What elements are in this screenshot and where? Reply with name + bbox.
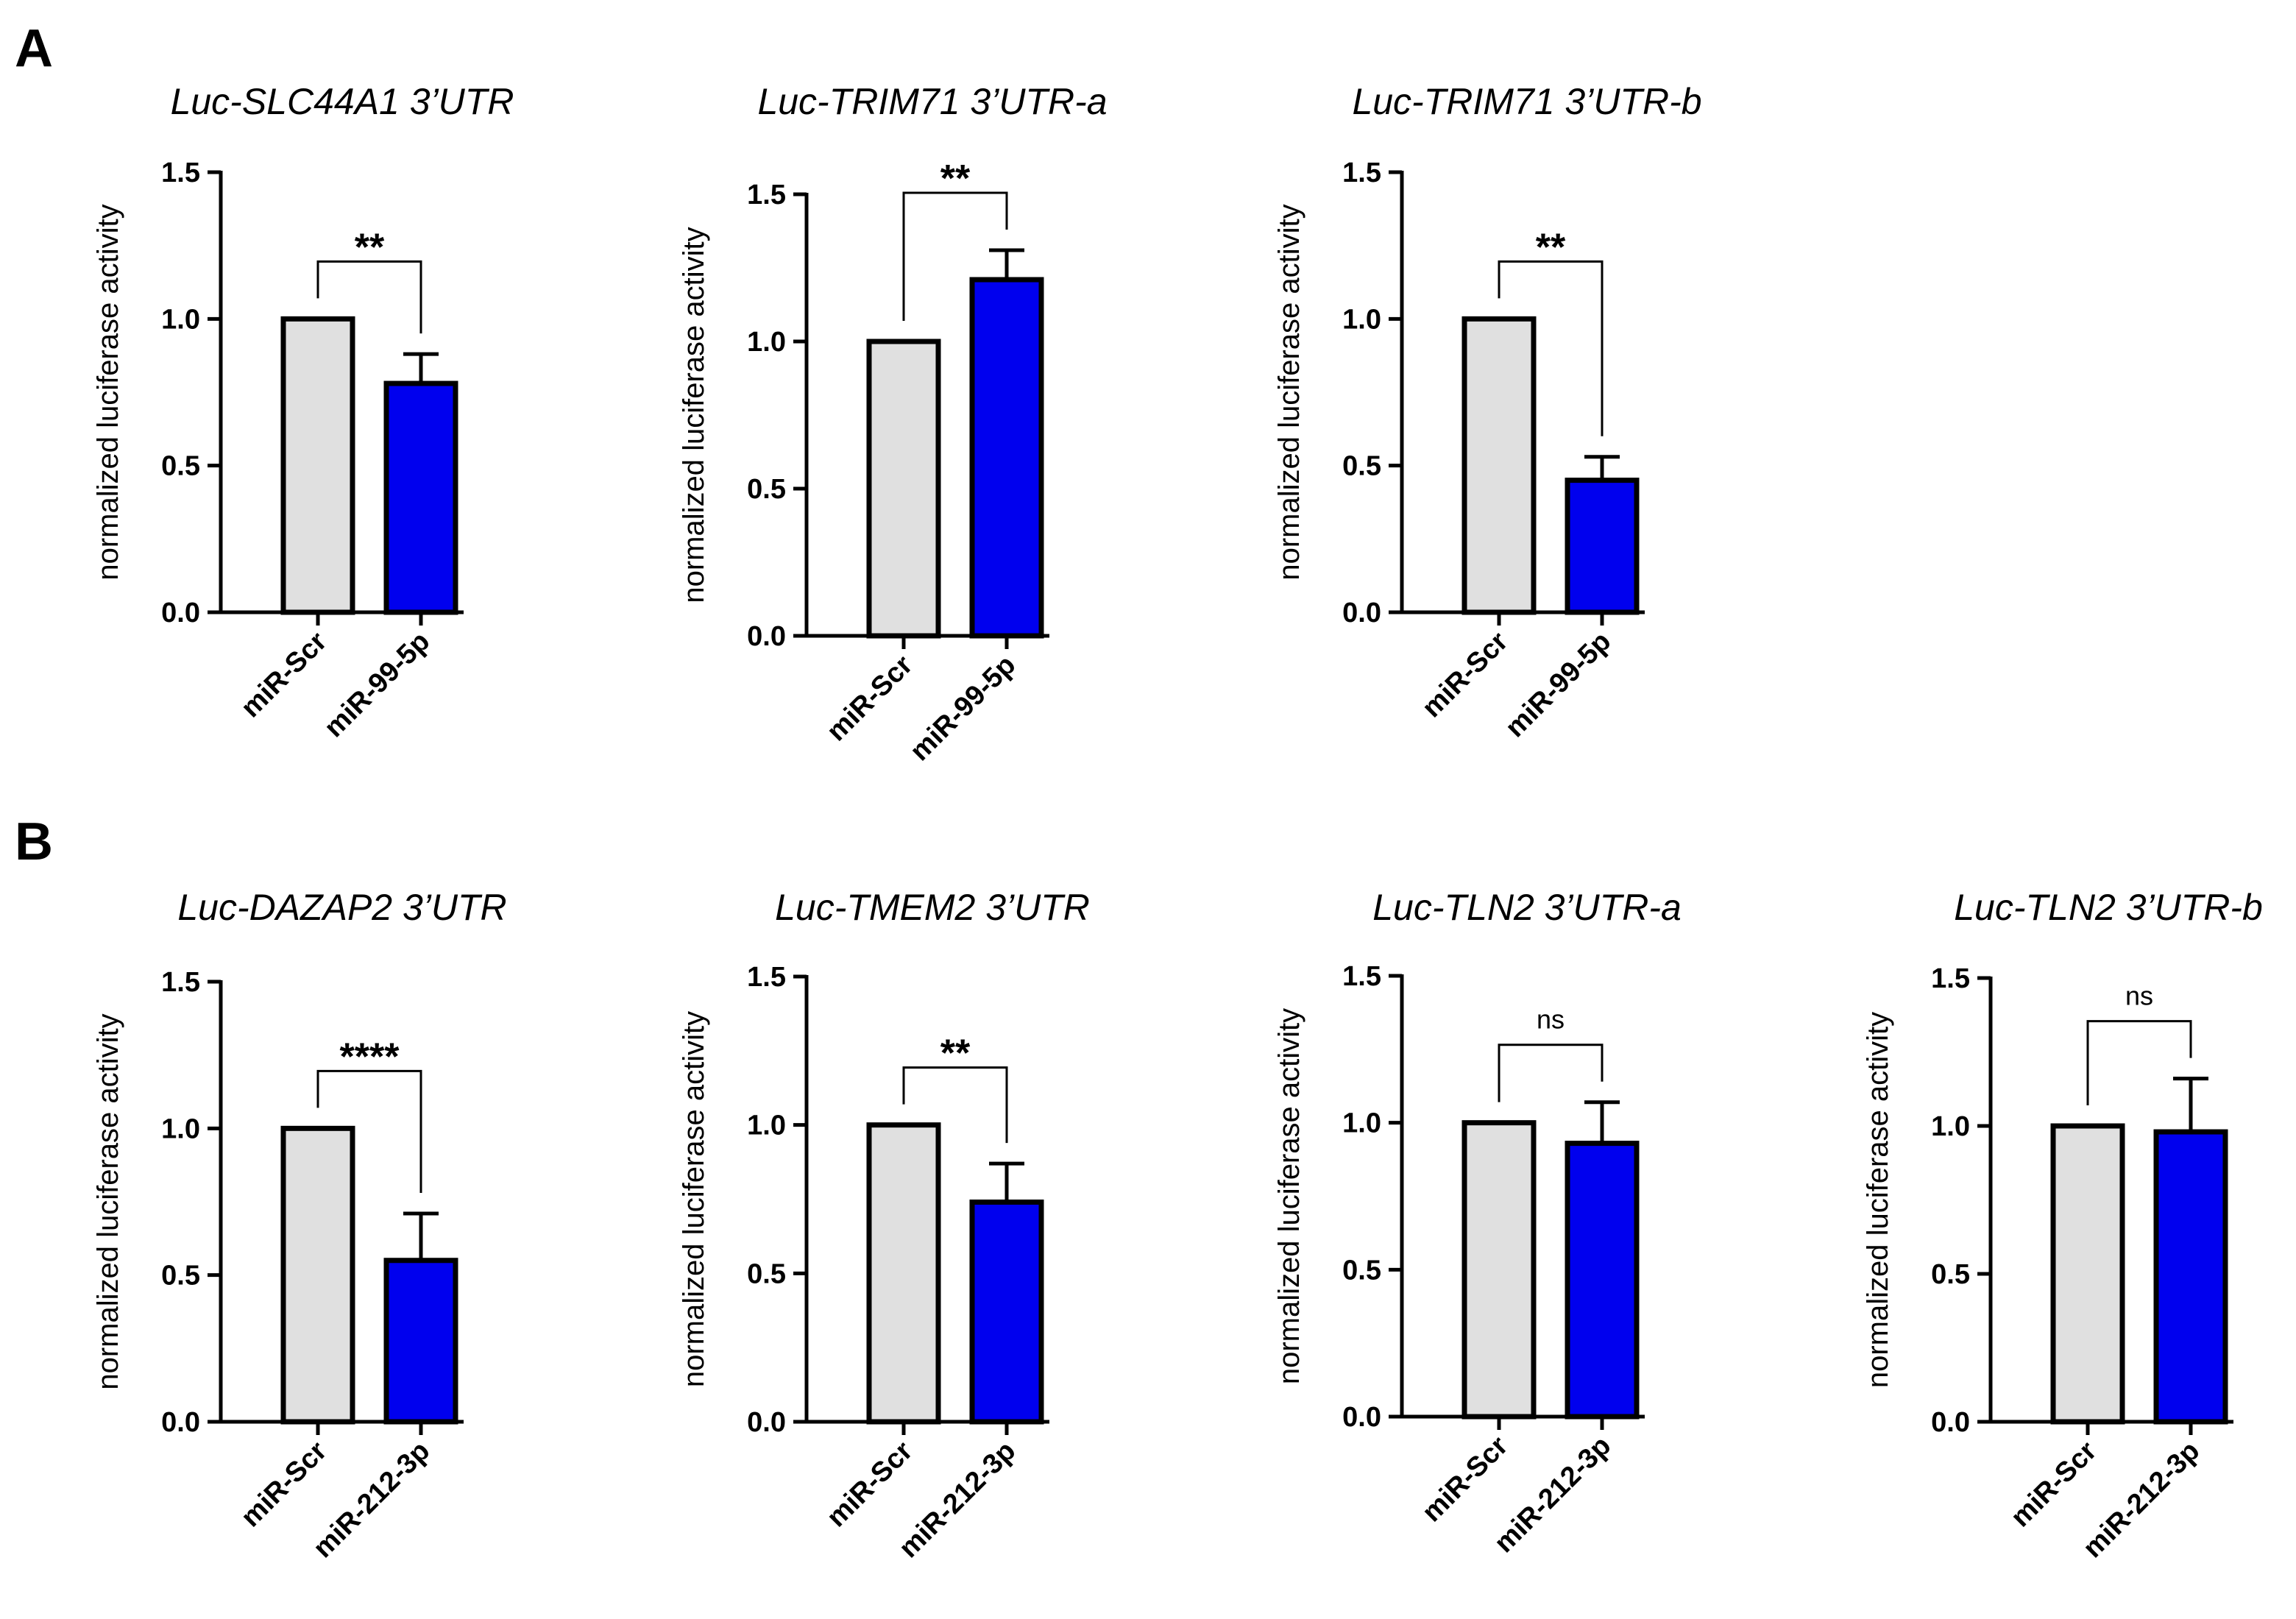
x-tick-label: miR-Scr <box>821 650 919 748</box>
significance-bracket <box>1498 260 1604 436</box>
chart-4: Luc-DAZAP2 3’UTR normalized luciferase ac… <box>92 887 507 1564</box>
chart-title: Luc-TMEM2 3’UTR <box>775 887 1090 928</box>
significance-bracket <box>1498 1044 1604 1102</box>
x-tick-label: miR-99-5p <box>1500 626 1618 744</box>
y-tick-label: 1.5 <box>161 967 200 998</box>
chart-5: Luc-TMEM2 3’UTR normalized luciferase act… <box>678 887 1090 1564</box>
significance-bracket <box>316 260 422 334</box>
y-tick-label: 1.0 <box>161 1113 200 1144</box>
chart-6: Luc-TLN2 3’UTR-a normalized luciferase ac… <box>1273 887 1682 1559</box>
chart-title: Luc-TLN2 3’UTR-a <box>1372 887 1682 928</box>
chart-title: Luc-TRIM71 3’UTR-b <box>1352 81 1701 122</box>
x-tick-label: miR-Scr <box>1417 626 1514 724</box>
bar-treatment <box>1565 1141 1640 1420</box>
bar-treatment <box>2153 1129 2228 1425</box>
y-axis-label: normalized luciferase activity <box>1862 1012 1894 1388</box>
panel-letter-b: B <box>15 812 53 871</box>
bar-treatment <box>383 380 458 615</box>
y-tick-label: 0.5 <box>1931 1259 1970 1290</box>
chart-7: Luc-TLN2 3’UTR-b normalized luciferase ac… <box>1862 887 2263 1564</box>
y-tick-label: 1.5 <box>747 180 786 210</box>
y-tick-label: 0.0 <box>161 1407 200 1438</box>
y-tick-label: 0.5 <box>747 474 786 505</box>
y-tick-label: 1.5 <box>747 962 786 993</box>
bar-treatment <box>969 1200 1044 1425</box>
y-tick-label: 1.5 <box>161 157 200 188</box>
significance-label: ** <box>1536 226 1566 269</box>
significance-bracket <box>902 1066 1008 1144</box>
x-tick-label: miR-Scr <box>235 1436 333 1534</box>
chart-title: Luc-TRIM71 3’UTR-a <box>757 81 1107 122</box>
significance-label: ** <box>940 1032 971 1075</box>
y-tick-label: 0.5 <box>1342 451 1381 482</box>
y-tick-label: 1.5 <box>1931 963 1970 994</box>
significance-bracket <box>2086 1020 2192 1105</box>
y-tick-label: 1.0 <box>1342 304 1381 335</box>
bar-treatment <box>1565 478 1640 615</box>
y-tick-label: 0.5 <box>1342 1255 1381 1286</box>
bar-treatment <box>969 277 1044 639</box>
bar-control <box>866 1122 941 1425</box>
chart-title: Luc-TLN2 3’UTR-b <box>1954 887 2263 928</box>
y-tick-label: 1.0 <box>1931 1111 1970 1142</box>
bar-treatment <box>383 1258 458 1425</box>
chart-2: Luc-TRIM71 3’UTR-a normalized luciferase … <box>678 81 1108 767</box>
significance-label: ** <box>355 226 385 269</box>
x-tick-label: miR-Scr <box>1417 1431 1514 1528</box>
panel-letter-a: A <box>15 19 53 78</box>
x-tick-label: miR-Scr <box>235 626 333 724</box>
y-tick-label: 0.5 <box>161 1261 200 1292</box>
y-tick-label: 1.5 <box>1342 157 1381 188</box>
x-tick-label: miR-99-5p <box>904 650 1022 768</box>
y-tick-label: 1.5 <box>1342 961 1381 992</box>
x-tick-label: miR-Scr <box>2005 1436 2103 1534</box>
y-tick-label: 0.5 <box>747 1258 786 1289</box>
significance-bracket <box>316 1069 422 1193</box>
y-tick-label: 0.0 <box>747 621 786 652</box>
bar-control <box>1461 1120 1537 1420</box>
y-axis-label: normalized luciferase activity <box>1273 1008 1305 1384</box>
chart-title: Luc-SLC44A1 3’UTR <box>171 81 514 122</box>
bar-control <box>866 339 941 639</box>
y-tick-label: 0.5 <box>161 451 200 482</box>
x-tick-label: miR-Scr <box>821 1436 919 1534</box>
y-axis-label: normalized luciferase activity <box>92 1013 124 1389</box>
bar-control <box>280 1125 355 1425</box>
x-tick-label: miR-99-5p <box>319 626 436 744</box>
chart-title: Luc-DAZAP2 3’UTR <box>177 887 506 928</box>
y-axis-label: normalized luciferase activity <box>92 204 124 580</box>
bar-control <box>280 316 355 615</box>
y-tick-label: 0.0 <box>1342 1402 1381 1433</box>
significance-label: **** <box>340 1035 400 1078</box>
y-tick-label: 1.0 <box>161 304 200 335</box>
y-tick-label: 1.0 <box>747 327 786 358</box>
chart-1: Luc-SLC44A1 3’UTR normalized luciferase a… <box>92 81 514 743</box>
y-tick-label: 0.0 <box>1931 1407 1970 1438</box>
y-axis-label: normalized luciferase activity <box>678 227 710 603</box>
significance-label: ** <box>940 157 971 200</box>
y-axis-label: normalized luciferase activity <box>678 1011 710 1387</box>
y-tick-label: 0.0 <box>1342 598 1381 628</box>
bar-control <box>1461 316 1537 615</box>
chart-3: Luc-TRIM71 3’UTR-b normalized luciferase … <box>1273 81 1702 743</box>
y-tick-label: 1.0 <box>1342 1108 1381 1139</box>
y-tick-label: 1.0 <box>747 1110 786 1141</box>
significance-label: ns <box>1537 1005 1565 1035</box>
bar-control <box>2050 1123 2125 1425</box>
y-tick-label: 0.0 <box>747 1407 786 1438</box>
y-axis-label: normalized luciferase activity <box>1273 204 1305 580</box>
significance-label: ns <box>2125 981 2153 1011</box>
significance-bracket <box>902 191 1008 321</box>
y-tick-label: 0.0 <box>161 598 200 628</box>
